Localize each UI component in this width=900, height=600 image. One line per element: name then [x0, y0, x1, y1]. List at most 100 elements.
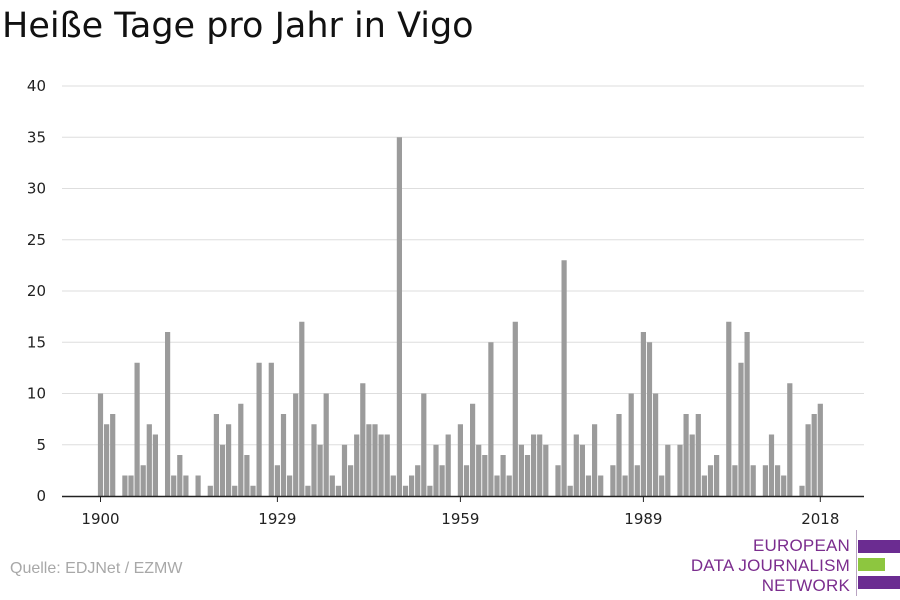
- bar-1957: [445, 434, 451, 496]
- bar-1963: [482, 455, 488, 496]
- bar-1975: [555, 465, 561, 496]
- x-tick-labels: 1900 1929 1959 1989 2018: [81, 510, 839, 528]
- bar-1977: [567, 485, 573, 496]
- bar-1937: [323, 393, 329, 496]
- bar-2004: [732, 465, 738, 496]
- edjnet-logo: EUROPEAN DATA JOURNALISM NETWORK: [691, 530, 900, 596]
- bar-1911: [165, 332, 171, 496]
- logo-line-3: NETWORK: [761, 576, 850, 595]
- y-tick-label: 0: [36, 487, 46, 505]
- bar-1924: [244, 455, 250, 496]
- x-tick-label: 1900: [81, 510, 119, 528]
- logo-separator: [856, 530, 857, 596]
- logo-bar-purple-top: [858, 540, 900, 553]
- x-tick-label: 1959: [441, 510, 479, 528]
- bar-1989: [640, 332, 646, 496]
- bar-1908: [146, 424, 152, 496]
- bar-1976: [561, 260, 567, 496]
- bar-1999: [701, 475, 707, 496]
- bar-1972: [537, 434, 543, 496]
- bar-2018: [817, 403, 823, 496]
- bar-1982: [598, 475, 604, 496]
- bar-1926: [256, 362, 262, 496]
- bar-1901: [104, 424, 110, 496]
- bar-1934: [305, 485, 311, 496]
- bar-2003: [726, 321, 732, 496]
- x-tick-label: 1989: [624, 510, 662, 528]
- bar-1907: [140, 465, 146, 496]
- bar-1971: [531, 434, 537, 496]
- bar-1920: [219, 444, 226, 496]
- bar-1947: [384, 434, 390, 496]
- bar-1969: [518, 444, 524, 496]
- bar-1997: [689, 434, 695, 496]
- bar-1940: [341, 444, 348, 496]
- bar-1992: [659, 475, 665, 496]
- bar-1970: [524, 455, 531, 496]
- bar-1932: [293, 393, 299, 496]
- bar-1946: [378, 434, 384, 496]
- bar-1956: [439, 465, 445, 496]
- bar-1902: [110, 414, 116, 496]
- x-tick-label: 2018: [801, 510, 839, 528]
- logo-line-1: EUROPEAN: [752, 536, 850, 555]
- bar-1939: [335, 485, 341, 496]
- bar-1965: [494, 475, 500, 496]
- y-tick-label: 35: [27, 128, 46, 146]
- bar-1952: [415, 465, 421, 496]
- bar-1923: [238, 403, 244, 496]
- chart-title: Heiße Tage pro Jahr in Vigo: [2, 6, 474, 46]
- bar-1905: [128, 475, 134, 496]
- bar-1931: [287, 475, 293, 496]
- bar-1938: [329, 475, 335, 496]
- logo-wordmark: EUROPEAN DATA JOURNALISM NETWORK: [691, 536, 850, 596]
- y-tick-label: 30: [27, 180, 46, 198]
- y-tick-label: 40: [27, 77, 46, 95]
- bar-1943: [360, 383, 366, 496]
- bar-1951: [409, 475, 415, 496]
- bar-1900: [97, 393, 104, 496]
- bar-1964: [488, 342, 494, 496]
- bar-2011: [775, 465, 781, 496]
- x-tick-label: 1929: [258, 510, 296, 528]
- bar-1922: [232, 485, 238, 496]
- bar-1979: [579, 444, 585, 496]
- logo-bar-purple-bottom: [858, 576, 900, 589]
- bar-1918: [207, 485, 213, 496]
- bar-1985: [616, 414, 622, 496]
- bars: [97, 137, 823, 496]
- bar-1906: [134, 362, 140, 496]
- bar-1916: [195, 475, 201, 496]
- bar-1961: [470, 403, 476, 496]
- bar-1933: [299, 321, 305, 496]
- logo-line-2: DATA JOURNALISM: [690, 556, 850, 575]
- bar-1941: [348, 465, 354, 496]
- bar-1919: [213, 414, 219, 496]
- y-tick-label: 15: [27, 333, 46, 351]
- bar-1949: [396, 137, 402, 496]
- y-tick-labels: 0 5 10 15 20 25 30 35 40: [27, 77, 46, 505]
- bar-1980: [585, 475, 592, 496]
- bar-1930: [280, 414, 287, 496]
- bar-1966: [500, 455, 506, 496]
- bar-2012: [781, 475, 787, 496]
- bar-1986: [622, 475, 628, 496]
- bar-1981: [592, 424, 598, 496]
- bar-1996: [683, 414, 689, 496]
- bar-1967: [506, 475, 512, 496]
- bar-2006: [744, 332, 750, 496]
- bar-1995: [677, 444, 683, 496]
- y-tick-label: 25: [27, 231, 46, 249]
- bar-2000: [707, 465, 714, 496]
- bar-1968: [512, 321, 518, 496]
- bar-1904: [122, 475, 128, 496]
- bar-1913: [177, 455, 183, 496]
- bar-1945: [372, 424, 378, 496]
- bar-1955: [433, 444, 439, 496]
- bar-1960: [463, 465, 470, 496]
- bar-2010: [768, 434, 775, 496]
- bar-2015: [799, 485, 805, 496]
- bar-1987: [628, 393, 634, 496]
- bar-1993: [665, 444, 671, 496]
- bar-1991: [653, 393, 659, 496]
